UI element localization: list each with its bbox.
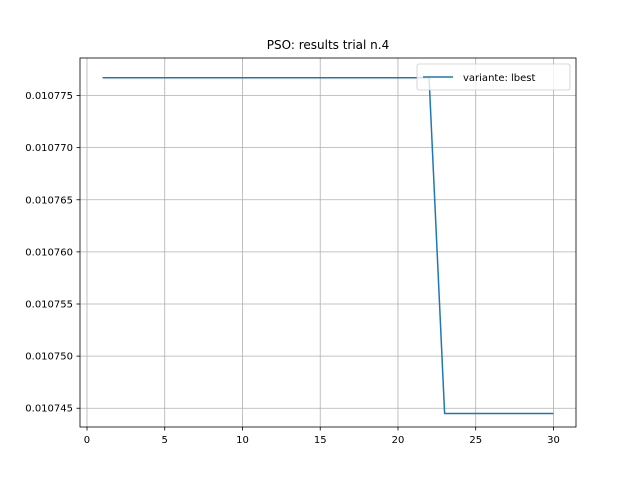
data-point [289, 77, 290, 78]
data-point [382, 77, 383, 78]
data-point [413, 77, 414, 78]
x-tick-label: 30 [547, 435, 560, 446]
x-tick-label: 15 [314, 435, 327, 446]
data-point [102, 77, 103, 78]
data-point [226, 77, 227, 78]
data-point [522, 413, 523, 414]
y-tick-label: 0.010750 [25, 352, 73, 363]
data-point [397, 77, 398, 78]
data-point [304, 77, 305, 78]
data-point [506, 413, 507, 414]
data-point [351, 77, 352, 78]
grid [80, 58, 576, 427]
data-point [195, 77, 196, 78]
y-tick-label: 0.010760 [25, 247, 73, 258]
x-tick-label: 20 [392, 435, 405, 446]
x-axis: 0 5 10 15 20 25 30 [84, 427, 560, 446]
data-point [211, 77, 212, 78]
y-tick-label: 0.010775 [25, 91, 73, 102]
data-point [553, 413, 554, 414]
data-point [491, 413, 492, 414]
x-tick-label: 25 [469, 435, 482, 446]
series-line [102, 77, 554, 415]
y-tick-label: 0.010770 [25, 143, 73, 154]
data-point [335, 77, 336, 78]
data-point [537, 413, 538, 414]
data-point [149, 77, 150, 78]
data-point [117, 77, 118, 78]
data-point [242, 77, 243, 78]
chart-title: PSO: results trial n.4 [267, 38, 390, 52]
data-point [133, 77, 134, 78]
data-point [164, 77, 165, 78]
data-point [460, 413, 461, 414]
legend-label: variante: lbest [463, 73, 536, 84]
x-tick-label: 10 [236, 435, 249, 446]
y-tick-label: 0.010755 [25, 300, 73, 311]
data-point [273, 77, 274, 78]
data-point [444, 413, 445, 414]
legend-box [416, 63, 571, 91]
series-layer [102, 77, 554, 415]
data-point [366, 77, 367, 78]
legend: variante: lbest [416, 63, 571, 91]
data-point [320, 77, 321, 78]
y-axis: 0.010745 0.010750 0.010755 0.010760 0.010765… [25, 91, 80, 415]
y-tick-label: 0.010745 [25, 404, 73, 415]
data-point [475, 413, 476, 414]
x-tick-label: 0 [84, 435, 90, 446]
y-tick-label: 0.010765 [25, 195, 73, 206]
plot-frame [79, 57, 577, 428]
data-point [180, 77, 181, 78]
data-point [257, 77, 258, 78]
x-tick-label: 5 [162, 435, 168, 446]
